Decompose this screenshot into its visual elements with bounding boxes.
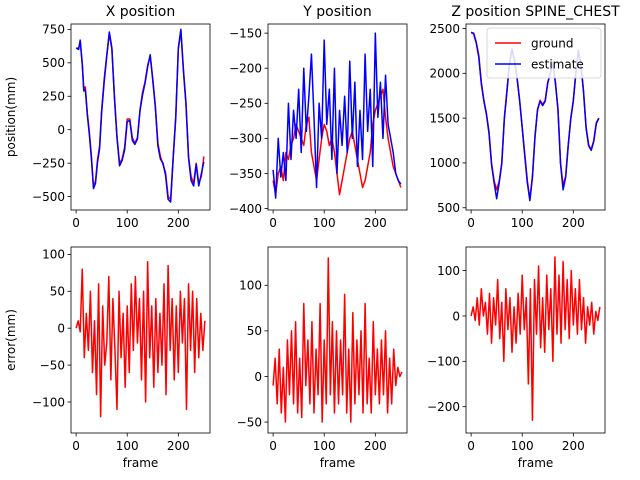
y-tick-label: −250 <box>229 97 262 111</box>
y-tick-label: −200 <box>427 400 460 414</box>
y-tick-label: 2500 <box>429 22 460 36</box>
series-line-error <box>75 261 206 418</box>
x-tick-label: 0 <box>467 216 475 230</box>
x-tick-label: 0 <box>72 216 80 230</box>
y-tick-label: 1000 <box>429 156 460 170</box>
panel-title: Y position <box>302 4 371 20</box>
y-tick-label: −100 <box>32 395 65 409</box>
y-tick-label: −300 <box>229 132 262 146</box>
axes-frame <box>70 23 211 211</box>
x-tick-label: 0 <box>269 439 277 453</box>
axes-frame <box>70 246 211 434</box>
x-tick-label: 100 <box>511 439 534 453</box>
y-tick-label: 0 <box>57 321 65 335</box>
x-tick-label: 200 <box>562 216 585 230</box>
y-tick-label: 0 <box>57 123 65 137</box>
y-tick-label: −250 <box>32 156 65 170</box>
subplot-y-error: 0 100 200 −50 0 50 100 frame <box>237 246 408 470</box>
axes-frame <box>465 246 606 434</box>
x-axis-label: frame <box>518 456 554 470</box>
y-tick-label: −400 <box>229 202 262 216</box>
panel-title: Z position SPINE_CHEST <box>451 4 620 20</box>
y-tick-label: 50 <box>247 324 262 338</box>
y-tick-label: 0 <box>452 309 460 323</box>
y-tick-label: 100 <box>239 279 262 293</box>
x-tick-label: 200 <box>562 439 585 453</box>
subplot-z-error: 0 100 200 −200 −100 0 100 frame <box>427 246 606 470</box>
y-tick-label: 750 <box>42 23 65 37</box>
subplot-x-position: 0 100 200 −500 −250 0 250 500 750 X position posit… <box>4 4 211 230</box>
series-line-estimate <box>75 28 205 203</box>
x-tick-label: 0 <box>467 439 475 453</box>
y-axis-label: error(mm) <box>4 309 18 371</box>
y-tick-label: −50 <box>237 415 262 429</box>
y-tick-label: 100 <box>42 248 65 262</box>
x-tick-label: 0 <box>269 216 277 230</box>
y-tick-label: 2000 <box>429 67 460 81</box>
legend-label-estimate: estimate <box>531 57 584 71</box>
x-axis-label: frame <box>123 456 159 470</box>
axes-frame <box>465 23 606 211</box>
y-tick-label: −500 <box>32 190 65 204</box>
axes-frame <box>267 246 408 434</box>
legend-label-ground: ground <box>531 36 573 50</box>
y-tick-label: 0 <box>254 370 262 384</box>
y-tick-label: 500 <box>437 201 460 215</box>
x-tick-label: 100 <box>116 439 139 453</box>
subplot-z-position: 0 100 200 500 1000 1500 2000 2500 Z position SPI… <box>429 4 620 230</box>
series-line-error <box>470 256 601 422</box>
x-axis-label: frame <box>320 456 356 470</box>
y-tick-label: 500 <box>42 56 65 70</box>
y-tick-label: 250 <box>42 90 65 104</box>
x-tick-label: 200 <box>364 216 387 230</box>
x-tick-label: 100 <box>116 216 139 230</box>
y-tick-label: 1500 <box>429 111 460 125</box>
y-tick-label: −200 <box>229 62 262 76</box>
y-tick-label: −100 <box>427 355 460 369</box>
x-tick-label: 100 <box>313 439 336 453</box>
x-tick-label: 200 <box>167 439 190 453</box>
x-tick-label: 100 <box>313 216 336 230</box>
legend: ground estimate <box>486 27 602 79</box>
x-tick-label: 0 <box>72 439 80 453</box>
x-tick-label: 200 <box>167 216 190 230</box>
subplot-x-error: 0 100 200 −100 −50 0 50 100 frame error(mm) <box>4 246 211 470</box>
y-tick-label: 50 <box>50 285 65 299</box>
legend-box <box>486 27 602 79</box>
x-tick-label: 200 <box>364 439 387 453</box>
x-tick-label: 100 <box>511 216 534 230</box>
series-line-error <box>272 257 403 423</box>
series-line-estimate <box>272 32 402 199</box>
y-tick-label: 100 <box>437 264 460 278</box>
panel-title: X position <box>106 4 176 20</box>
axes-frame <box>267 23 408 211</box>
y-tick-label: −350 <box>229 167 262 181</box>
y-axis-label: position(mm) <box>4 77 18 157</box>
y-tick-label: −50 <box>40 358 65 372</box>
subplot-y-position: 0 100 200 −400 −350 −300 −250 −200 −150 Y positio… <box>229 4 408 230</box>
y-tick-label: −150 <box>229 26 262 40</box>
